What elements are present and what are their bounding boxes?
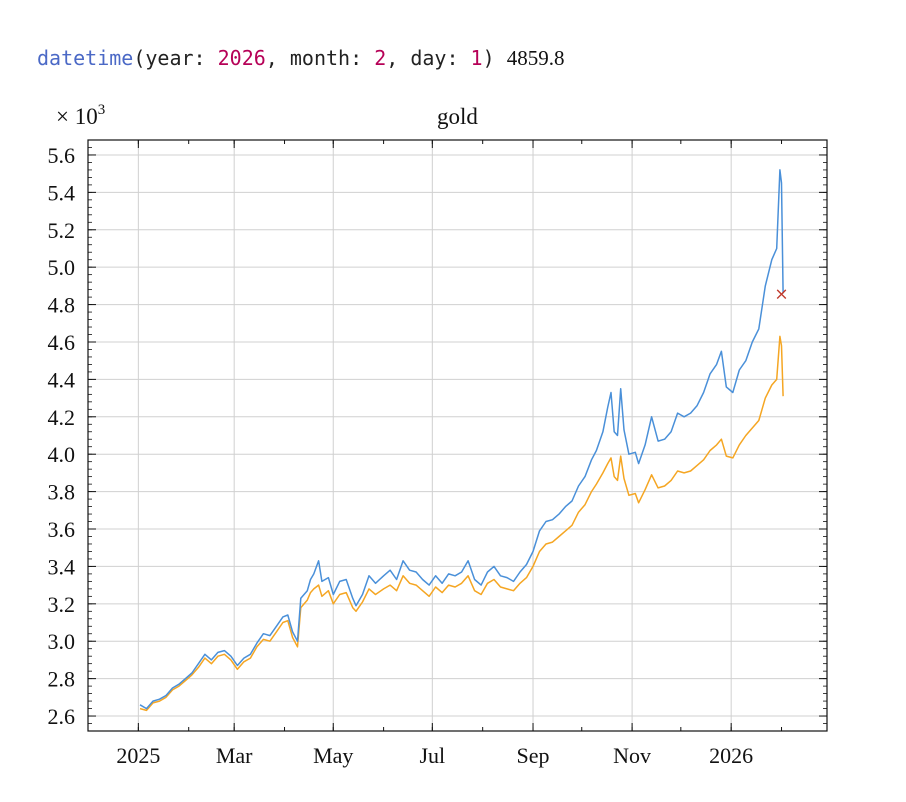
y-tick-label: 3.4: [48, 554, 76, 579]
y-tick-label: 4.0: [48, 442, 76, 467]
marker-layer: ×: [774, 284, 788, 304]
tick-labels: 2025 Mar May Jul Sep Nov 2026 2.6 2.8 3.0 3.2 3.4 3.…: [48, 143, 754, 768]
x-tick-label: Sep: [517, 743, 550, 768]
series-line: [139, 169, 784, 710]
y-tick-label: 5.2: [48, 218, 76, 243]
day-value: 1: [470, 46, 483, 70]
y-multiplier: × 103: [56, 102, 105, 129]
y-tick-label: 2.6: [48, 704, 76, 729]
axis-ticks: [87, 140, 828, 731]
y-tick-label: 5.4: [48, 180, 76, 205]
year-value: 2026: [217, 46, 266, 70]
y-tick-label: 4.8: [48, 293, 76, 318]
y-tick-label: 4.2: [48, 405, 76, 430]
y-tick-label: 3.2: [48, 592, 76, 617]
separator: ,: [265, 46, 290, 70]
x-tick-label: Mar: [216, 743, 253, 768]
separator: ,: [386, 46, 411, 70]
series-layer: [139, 169, 784, 712]
y-tick-label: 3.0: [48, 629, 76, 654]
day-key: day:: [410, 46, 471, 70]
y-tick-label: 5.0: [48, 255, 76, 280]
y-tick-label: 4.4: [48, 367, 76, 392]
function-name: datetime: [37, 46, 134, 70]
x-tick-label: 2026: [709, 743, 753, 768]
plot-frame: [87, 139, 828, 732]
result-value: 4859.8: [506, 46, 565, 70]
month-value: 2: [374, 46, 387, 70]
paren-open: (: [133, 46, 146, 70]
month-key: month:: [289, 46, 375, 70]
code-expression: datetime(year: 2026, month: 2, day: 1) 4…: [37, 46, 564, 71]
y-tick-label: 3.6: [48, 517, 76, 542]
y-tick-label: 3.8: [48, 480, 76, 505]
series-line: [139, 335, 784, 712]
y-tick-label: 5.6: [48, 143, 76, 168]
x-tick-label: 2025: [116, 743, 160, 768]
year-key: year:: [145, 46, 218, 70]
grid: [88, 140, 827, 731]
marker-point: ×: [774, 284, 788, 304]
y-tick-label: 2.8: [48, 667, 76, 692]
y-multiplier-exponent: 3: [98, 102, 106, 118]
x-tick-label: Nov: [613, 743, 651, 768]
y-multiplier-base: × 10: [56, 104, 98, 129]
x-tick-label: Jul: [419, 743, 445, 768]
chart-title: gold: [437, 104, 478, 129]
x-tick-label: May: [313, 743, 353, 768]
y-tick-label: 4.6: [48, 330, 76, 355]
paren-close: ): [482, 46, 495, 70]
